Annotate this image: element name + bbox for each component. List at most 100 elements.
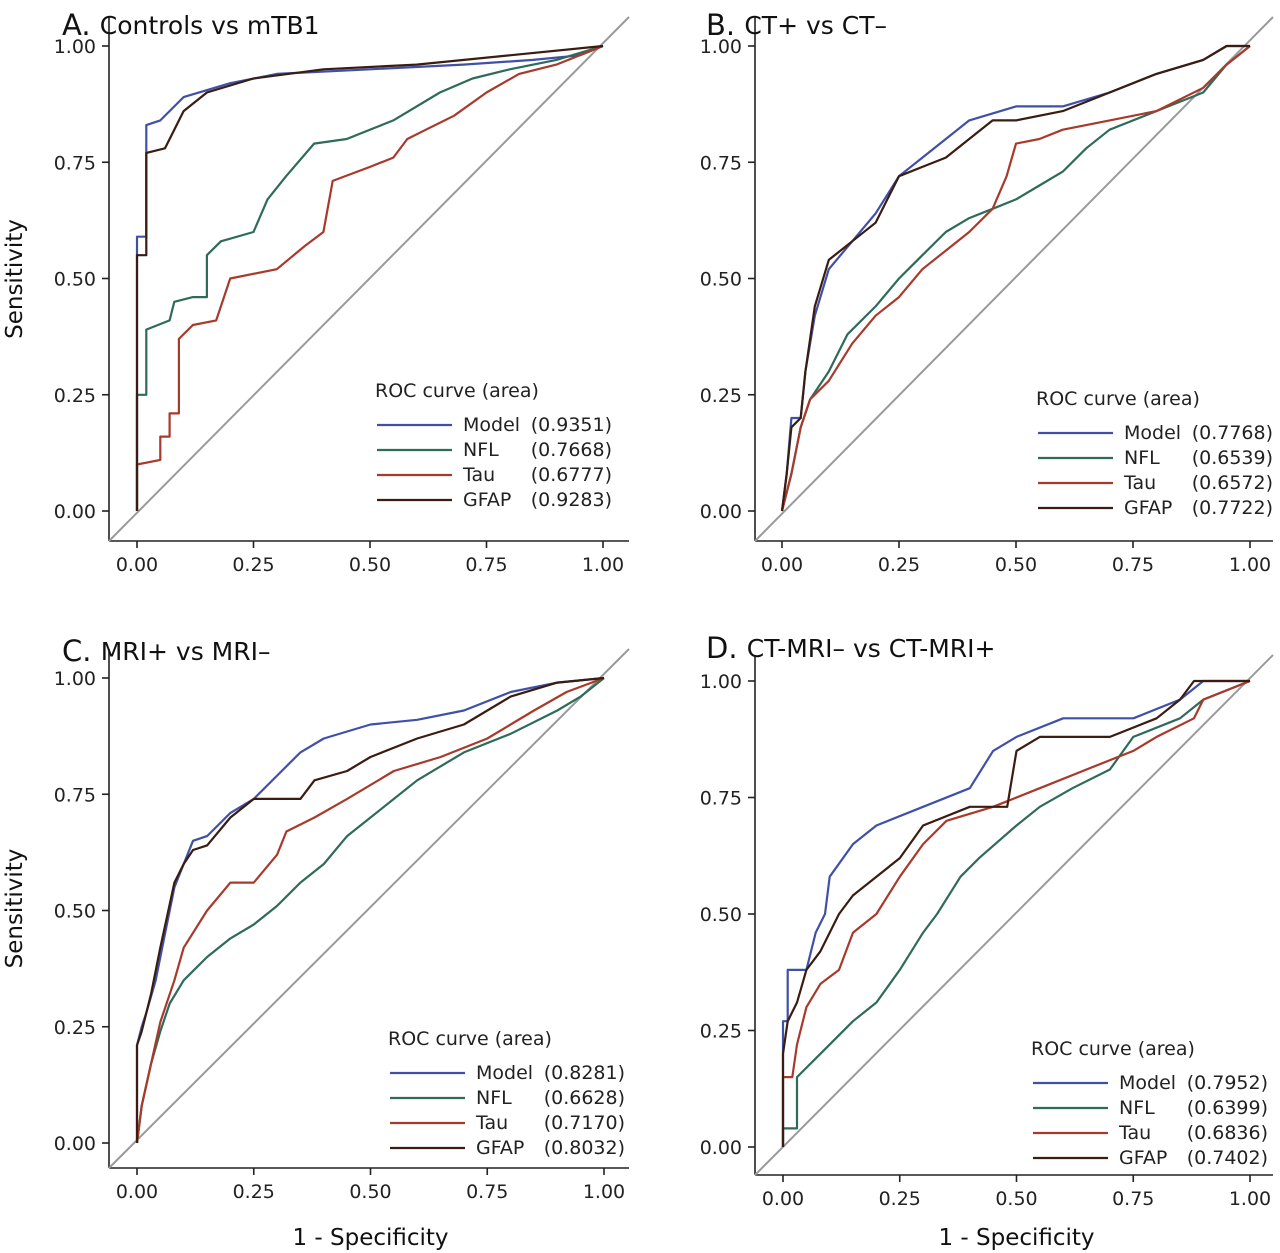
- reference-diagonal: [754, 16, 1274, 542]
- legend-label-gfap: GFAP: [476, 1137, 524, 1159]
- legend-area-nfl: (0.7668): [531, 439, 612, 461]
- x-tick-label: 0.00: [116, 1181, 158, 1203]
- y-tick-label: 0.00: [54, 501, 96, 523]
- legend-label-nfl: NFL: [476, 1087, 512, 1109]
- panel-letter: A.: [62, 8, 100, 42]
- y-tick-label: 0.75: [54, 784, 96, 806]
- legend-area-gfap: (0.8032): [544, 1137, 625, 1159]
- legend-title: ROC curve (area): [1036, 388, 1200, 410]
- x-axis-label: 1 - Specificity: [938, 1225, 1094, 1251]
- panel-title-text: Controls vs mTB1: [100, 11, 320, 40]
- roc-panel-d: 0.00 0.00 0.25 0.25 0.50 0.50 0.75 0.75 1.00 1.00…: [700, 631, 1274, 1251]
- roc-panel-c: 0.00 0.00 0.25 0.25 0.50 0.50 0.75 0.75 1.00 1.00…: [2, 634, 630, 1251]
- legend-area-tau: (0.6572): [1192, 472, 1273, 494]
- y-tick-label: 1.00: [700, 671, 742, 693]
- y-tick-label: 1.00: [54, 668, 96, 690]
- legend-label-tau: Tau: [475, 1112, 508, 1134]
- x-tick-label: 0.25: [879, 1188, 921, 1210]
- y-tick-label: 0.50: [700, 904, 742, 926]
- legend: ROC curve (area) Model (0.7952) NFL (0.6399)…: [1031, 1038, 1268, 1169]
- legend-area-gfap: (0.9283): [531, 489, 612, 511]
- x-tick-label: 0.25: [233, 1181, 275, 1203]
- legend-area-model: (0.8281): [544, 1062, 625, 1084]
- legend-title: ROC curve (area): [388, 1028, 552, 1050]
- roc-curve-nfl: [781, 679, 1251, 1147]
- legend-label-tau: Tau: [1123, 472, 1156, 494]
- legend-label-tau: Tau: [1118, 1122, 1151, 1144]
- legend: ROC curve (area) Model (0.8281) NFL (0.6628)…: [388, 1028, 625, 1159]
- panel-title-text: CT-MRI– vs CT-MRI+: [747, 634, 996, 663]
- x-tick-label: 0.75: [466, 1181, 508, 1203]
- roc-curve-gfap: [135, 44, 604, 511]
- x-tick-label: 0.25: [232, 554, 274, 576]
- legend: ROC curve (area) Model (0.9351) NFL (0.7668)…: [375, 380, 612, 511]
- panel-letter: C.: [62, 634, 101, 668]
- x-tick-label: 0.00: [761, 554, 803, 576]
- legend-label-gfap: GFAP: [1119, 1147, 1167, 1169]
- roc-curve-tau: [135, 676, 605, 1144]
- panel-title-text: MRI+ vs MRI–: [101, 637, 271, 666]
- x-tick-label: 0.50: [349, 1181, 391, 1203]
- roc-curve-model: [781, 679, 1250, 1147]
- reference-diagonal: [108, 16, 630, 542]
- x-tick-label: 0.75: [1112, 1188, 1154, 1210]
- legend-label-nfl: NFL: [1119, 1097, 1155, 1119]
- y-axis-label: Sensitivity: [2, 219, 28, 339]
- legend: ROC curve (area) Model (0.7768) NFL (0.6539)…: [1036, 388, 1273, 519]
- roc-curve-gfap: [781, 679, 1250, 1147]
- x-tick-label: 0.25: [878, 554, 920, 576]
- panel-title: B. CT+ vs CT–: [706, 8, 887, 42]
- panel-title: C. MRI+ vs MRI–: [62, 634, 270, 668]
- y-tick-label: 0.00: [700, 1137, 742, 1159]
- x-tick-label: 1.00: [1229, 554, 1271, 576]
- reference-diagonal: [754, 654, 1274, 1176]
- legend-area-gfap: (0.7722): [1192, 497, 1273, 519]
- panel-title: D. CT-MRI– vs CT-MRI+: [706, 631, 995, 665]
- roc-curve-gfap: [135, 676, 605, 1143]
- roc-panel-b: 0.00 0.00 0.25 0.25 0.50 0.50 0.75 0.75 1.00 1.00…: [700, 8, 1274, 576]
- legend-area-tau: (0.6836): [1187, 1122, 1268, 1144]
- x-tick-label: 0.00: [762, 1188, 804, 1210]
- panel-title-text: CT+ vs CT–: [744, 11, 887, 40]
- legend-label-gfap: GFAP: [463, 489, 511, 511]
- y-tick-label: 0.50: [700, 269, 742, 291]
- x-tick-label: 0.50: [995, 554, 1037, 576]
- legend-label-model: Model: [476, 1062, 533, 1084]
- panel-letter: D.: [706, 631, 747, 665]
- legend-area-model: (0.9351): [531, 414, 612, 436]
- legend-area-model: (0.7952): [1187, 1072, 1268, 1094]
- roc-curve-gfap: [780, 44, 1250, 512]
- y-tick-label: 0.00: [700, 501, 742, 523]
- y-tick-label: 0.25: [54, 385, 96, 407]
- roc-curve-tau: [135, 44, 604, 511]
- legend-label-model: Model: [463, 414, 520, 436]
- legend-title: ROC curve (area): [1031, 1038, 1195, 1060]
- y-tick-label: 1.00: [54, 36, 96, 58]
- y-tick-label: 0.00: [54, 1133, 96, 1155]
- legend-label-nfl: NFL: [463, 439, 499, 461]
- legend-label-model: Model: [1124, 422, 1181, 444]
- legend-area-gfap: (0.7402): [1187, 1147, 1268, 1169]
- panel-title: A. Controls vs mTB1: [62, 8, 320, 42]
- x-tick-label: 0.75: [465, 554, 507, 576]
- x-tick-label: 1.00: [1229, 1188, 1271, 1210]
- legend-area-tau: (0.7170): [544, 1112, 625, 1134]
- y-axis-label: Sensitivity: [2, 849, 28, 969]
- legend-area-tau: (0.6777): [531, 464, 612, 486]
- x-tick-label: 0.00: [116, 554, 158, 576]
- roc-curve-nfl: [780, 45, 1251, 512]
- legend-area-nfl: (0.6539): [1192, 447, 1273, 469]
- legend-label-nfl: NFL: [1124, 447, 1160, 469]
- x-tick-label: 0.75: [1112, 554, 1154, 576]
- legend-area-model: (0.7768): [1192, 422, 1273, 444]
- legend-label-gfap: GFAP: [1124, 497, 1172, 519]
- y-tick-label: 0.25: [700, 1021, 742, 1043]
- y-tick-label: 0.25: [700, 385, 742, 407]
- legend-area-nfl: (0.6399): [1187, 1097, 1268, 1119]
- roc-curve-nfl: [135, 677, 605, 1144]
- x-tick-label: 0.50: [349, 554, 391, 576]
- y-tick-label: 0.75: [700, 152, 742, 174]
- y-tick-label: 1.00: [700, 36, 742, 58]
- x-axis-label: 1 - Specificity: [292, 1225, 448, 1251]
